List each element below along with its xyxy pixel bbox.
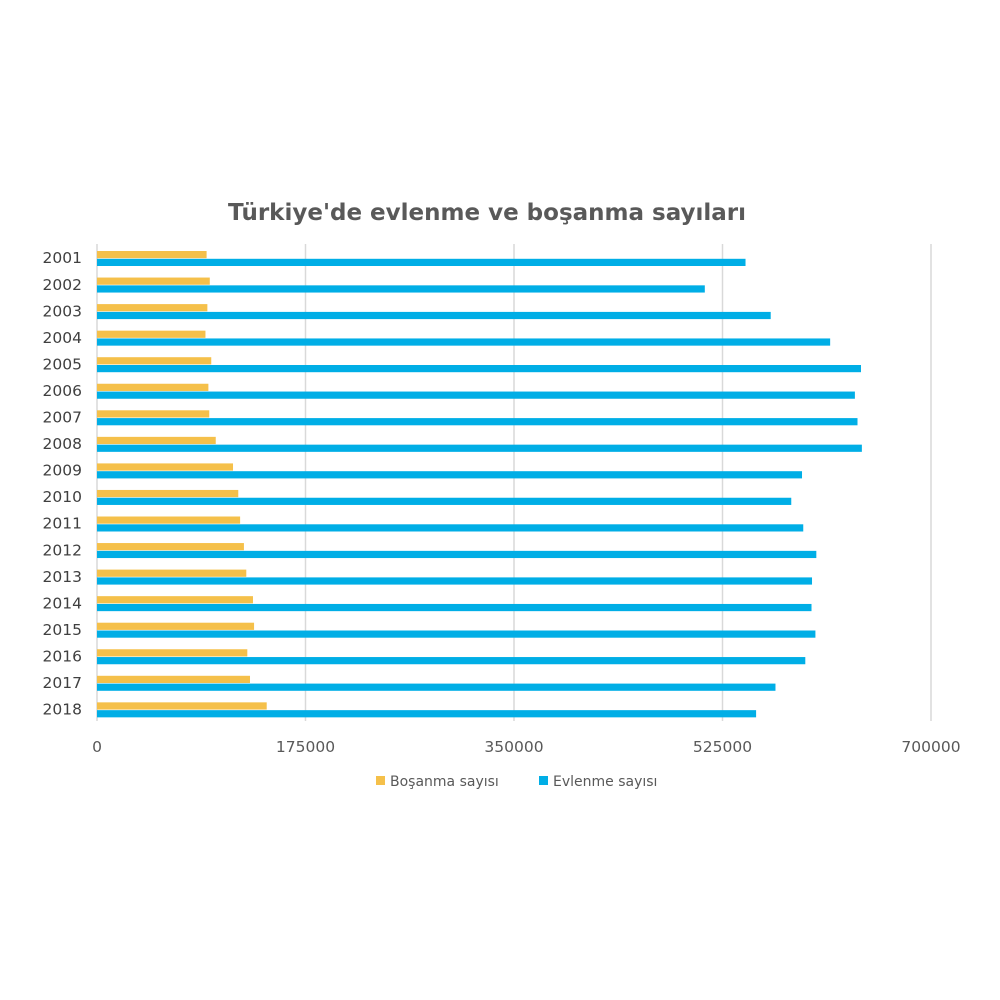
divorce-bar [97, 649, 248, 657]
divorce-bar [97, 702, 267, 710]
marriage-bar [97, 657, 806, 665]
y-axis: 2001 2002 2003 2004 2005 2006 2007 2008 2009 2010… [43, 249, 82, 718]
x-tick-label: 0 [92, 738, 102, 756]
marriage-bar [97, 524, 804, 532]
y-tick-label: 2007 [43, 409, 82, 427]
divorce-bar [97, 251, 207, 259]
marriage-bar [97, 311, 771, 320]
divorce-bar [97, 463, 234, 471]
divorce-bar [97, 569, 247, 577]
divorce-bar [97, 436, 216, 445]
y-tick-label: 2002 [43, 276, 82, 294]
divorce-bar [97, 489, 239, 498]
divorce-bar [97, 543, 244, 551]
y-tick-label: 2011 [43, 515, 82, 533]
bars [97, 251, 862, 718]
divorce-bar [97, 622, 255, 630]
marriage-bar [97, 630, 816, 638]
y-tick-label: 2010 [43, 488, 82, 506]
y-tick-label: 2016 [43, 647, 82, 665]
divorce-bar [97, 357, 212, 365]
legend-label: Boşanma sayısı [390, 774, 499, 790]
y-tick-label: 2012 [43, 541, 82, 559]
marriage-bar [97, 710, 757, 718]
y-tick-label: 2006 [43, 382, 82, 400]
marriage-bar [97, 418, 858, 426]
x-tick-label: 700000 [901, 738, 960, 756]
marriage-bar [97, 683, 776, 691]
marriage-bar [97, 338, 831, 346]
divorce-bar [97, 410, 210, 418]
legend: Boşanma sayısı Evlenme sayısı [376, 774, 657, 790]
divorce-bar [97, 675, 250, 683]
divorce-bar [97, 277, 210, 285]
divorce-bar [97, 304, 208, 312]
y-tick-label: 2008 [43, 435, 82, 453]
marriage-bar [97, 285, 705, 293]
y-tick-label: 2013 [43, 568, 82, 586]
legend-swatch [376, 776, 385, 785]
marriage-bar [97, 444, 862, 452]
x-tick-label: 350000 [484, 738, 543, 756]
y-tick-label: 2009 [43, 462, 82, 480]
chart-title: Türkiye'de evlenme ve boşanma sayıları [228, 200, 746, 226]
divorce-bar [97, 330, 206, 338]
marriage-bar [97, 471, 803, 479]
y-tick-label: 2015 [43, 621, 82, 639]
y-tick-label: 2018 [43, 701, 82, 719]
x-tick-label: 525000 [693, 738, 752, 756]
y-tick-label: 2004 [43, 329, 82, 347]
y-tick-label: 2005 [43, 355, 82, 373]
gridlines [96, 244, 932, 721]
y-tick-label: 2001 [43, 249, 82, 267]
legend-label: Evlenme sayısı [553, 774, 657, 790]
legend-swatch [539, 776, 548, 785]
x-tick-label: 175000 [276, 738, 335, 756]
marriage-bar [97, 577, 813, 585]
y-tick-label: 2017 [43, 674, 82, 692]
marriage-bar [97, 391, 855, 399]
marriage-bar [97, 365, 861, 373]
divorce-bar [97, 596, 253, 604]
marriage-bar [97, 258, 746, 266]
y-tick-label: 2003 [43, 302, 82, 320]
y-tick-label: 2014 [43, 594, 82, 612]
marriage-bar [97, 550, 817, 559]
marriage-bar [97, 603, 812, 612]
x-axis: 0 175000 350000 525000 700000 [92, 738, 961, 756]
divorce-bar [97, 383, 209, 391]
divorce-bar [97, 516, 241, 524]
marriage-bar [97, 497, 792, 505]
